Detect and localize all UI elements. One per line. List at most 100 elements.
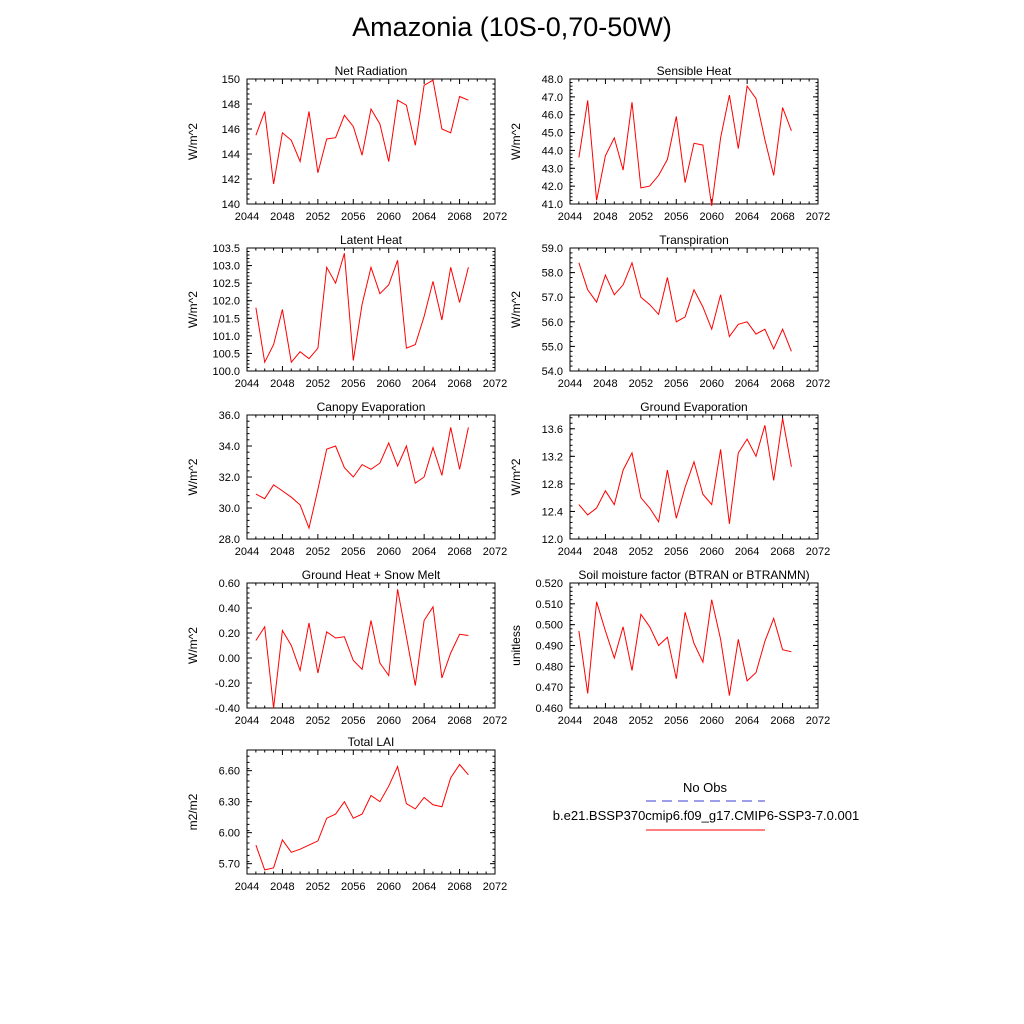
panel-total-lai-xtick-label: 2072 [483, 881, 507, 893]
panel-total-lai-xtick-label: 2056 [341, 881, 365, 893]
panels-layer: Net Radiation W/m^2 2044 2048 2052 2056 2060 20… [186, 64, 830, 893]
panel-transpiration-xtick-label: 2052 [629, 378, 653, 390]
panel-soil-moisture-factor-btran-or-btranmn-ytick-label: 0.520 [535, 578, 563, 590]
panel-ground-heat-snow-melt-series-line [255, 589, 469, 709]
panel-ground-evaporation-ytick-label: 12.4 [542, 506, 563, 518]
panel-ground-heat-snow-melt-xtick-label: 2048 [270, 715, 294, 727]
panel-canopy-evaporation-frame [246, 414, 496, 540]
panel-net-radiation-xtick-label: 2052 [306, 211, 330, 223]
panel-latent-heat-series-line [255, 253, 469, 364]
panel-latent-heat-ytick-label: 102.5 [212, 278, 240, 290]
panel-sensible-heat-ytick-label: 43.0 [542, 163, 563, 175]
panel-ground-evaporation-xtick-label: 2072 [806, 546, 830, 558]
panel-total-lai-xtick-label: 2044 [235, 881, 259, 893]
panel-sensible-heat-xtick-label: 2064 [735, 211, 759, 223]
panel-sensible-heat-ytick-label: 47.0 [542, 92, 563, 104]
panel-latent-heat-ytick-label: 100.5 [212, 348, 240, 360]
panel-latent-heat-xtick-label: 2060 [376, 378, 400, 390]
panel-net-radiation-xtick-label: 2068 [447, 211, 471, 223]
panel-net-radiation: Net Radiation W/m^2 2044 2048 2052 2056 2060 20… [186, 64, 507, 223]
panel-latent-heat-ytick-label: 101.5 [212, 313, 240, 325]
panel-ground-heat-snow-melt-ylabel: W/m^2 [186, 627, 200, 664]
panel-soil-moisture-factor-btran-or-btranmn-ytick-label: 0.500 [535, 620, 563, 632]
panel-net-radiation-series-line [255, 79, 469, 185]
panel-sensible-heat-ytick-label: 42.0 [542, 181, 563, 193]
panel-canopy-evaporation-ytick-label: 32.0 [219, 472, 240, 484]
panel-total-lai-xtick-label: 2052 [306, 881, 330, 893]
panel-latent-heat-ytick-label: 101.0 [212, 331, 240, 343]
panel-ground-evaporation-ytick-label: 12.0 [542, 534, 563, 546]
panel-net-radiation-xtick-label: 2056 [341, 211, 365, 223]
panel-transpiration-xtick-label: 2068 [770, 378, 794, 390]
panel-soil-moisture-factor-btran-or-btranmn-ytick-label: 0.510 [535, 599, 563, 611]
panel-transpiration: Transpiration W/m^2 2044 2048 2052 2056 2060 20… [509, 233, 830, 390]
panel-sensible-heat-ytick-label: 41.0 [542, 199, 563, 211]
panel-latent-heat-ylabel: W/m^2 [186, 291, 200, 328]
panel-total-lai: Total LAI m2/m2 2044 2048 2052 2056 2060 2064 20… [186, 735, 507, 893]
panel-total-lai-xtick-label: 2068 [447, 881, 471, 893]
panel-total-lai-ytick-label: 5.70 [219, 859, 240, 871]
panel-latent-heat-xtick-label: 2056 [341, 378, 365, 390]
panel-ground-evaporation-xtick-label: 2068 [770, 546, 794, 558]
panel-ground-heat-snow-melt-frame [246, 582, 496, 709]
panel-sensible-heat-xtick-label: 2060 [699, 211, 723, 223]
panel-latent-heat-xtick-label: 2044 [235, 378, 259, 390]
panel-latent-heat-title: Latent Heat [340, 233, 403, 247]
panel-ground-evaporation-xtick-label: 2064 [735, 546, 759, 558]
panel-ground-heat-snow-melt-xtick-label: 2044 [235, 715, 259, 727]
panel-total-lai-ytick-label: 6.30 [219, 797, 240, 809]
panel-soil-moisture-factor-btran-or-btranmn-xtick-label: 2060 [699, 715, 723, 727]
panel-ground-heat-snow-melt-ytick-label: 0.60 [219, 578, 240, 590]
panel-transpiration-title: Transpiration [659, 233, 729, 247]
panel-sensible-heat: Sensible Heat W/m^2 2044 2048 2052 2056 2060 20… [509, 64, 830, 223]
panel-transpiration-ytick-label: 57.0 [542, 292, 563, 304]
panel-net-radiation-ytick-label: 140 [222, 199, 240, 211]
panel-ground-evaporation-xtick-label: 2060 [699, 546, 723, 558]
panel-canopy-evaporation-xtick-label: 2064 [412, 546, 436, 558]
panel-canopy-evaporation-xtick-label: 2044 [235, 546, 259, 558]
panel-ground-evaporation-ylabel: W/m^2 [509, 458, 523, 495]
panel-canopy-evaporation-xtick-label: 2060 [376, 546, 400, 558]
panel-transpiration-xtick-label: 2048 [593, 378, 617, 390]
panel-soil-moisture-factor-btran-or-btranmn-xtick-label: 2068 [770, 715, 794, 727]
panel-net-radiation-ylabel: W/m^2 [186, 123, 200, 160]
panel-total-lai-xtick-label: 2064 [412, 881, 436, 893]
panel-ground-heat-snow-melt-xtick-label: 2072 [483, 715, 507, 727]
panel-transpiration-series-line [578, 261, 792, 352]
panel-ground-evaporation: Ground Evaporation W/m^2 2044 2048 2052 2056 2… [509, 400, 830, 558]
panel-ground-evaporation-title: Ground Evaporation [640, 400, 747, 414]
panel-latent-heat-ytick-label: 103.0 [212, 261, 240, 273]
panel-ground-heat-snow-melt-ytick-label: -0.20 [215, 678, 240, 690]
panel-canopy-evaporation-series-line [255, 427, 469, 530]
panel-ground-heat-snow-melt-xtick-label: 2060 [376, 715, 400, 727]
panel-transpiration-ytick-label: 56.0 [542, 317, 563, 329]
panel-total-lai-series-line [255, 763, 469, 871]
panel-canopy-evaporation-xtick-label: 2048 [270, 546, 294, 558]
panel-sensible-heat-ytick-label: 45.0 [542, 128, 563, 140]
panel-net-radiation-xtick-label: 2072 [483, 211, 507, 223]
panel-canopy-evaporation-ytick-label: 28.0 [219, 534, 240, 546]
panel-sensible-heat-ytick-label: 46.0 [542, 110, 563, 122]
panel-latent-heat-ytick-label: 100.0 [212, 366, 240, 378]
panel-canopy-evaporation-ytick-label: 36.0 [219, 410, 240, 422]
panel-ground-heat-snow-melt-ytick-label: -0.40 [215, 703, 240, 715]
panel-transpiration-ytick-label: 58.0 [542, 268, 563, 280]
panel-soil-moisture-factor-btran-or-btranmn-ytick-label: 0.480 [535, 661, 563, 673]
panel-sensible-heat-xtick-label: 2044 [558, 211, 582, 223]
panel-latent-heat-ytick-label: 102.0 [212, 296, 240, 308]
panel-soil-moisture-factor-btran-or-btranmn: Soil moisture factor (BTRAN or BTRANMN) u… [509, 568, 830, 727]
panel-net-radiation-ytick-label: 144 [222, 149, 240, 161]
legend-obs-label: No Obs [683, 780, 728, 795]
panel-net-radiation-ytick-label: 150 [222, 74, 240, 86]
panel-canopy-evaporation-title: Canopy Evaporation [317, 400, 426, 414]
panel-net-radiation-ytick-label: 142 [222, 174, 240, 186]
panel-ground-heat-snow-melt-xtick-label: 2064 [412, 715, 436, 727]
panel-net-radiation-title: Net Radiation [335, 64, 408, 78]
panel-sensible-heat-ytick-label: 48.0 [542, 74, 563, 86]
panel-soil-moisture-factor-btran-or-btranmn-ytick-label: 0.460 [535, 703, 563, 715]
panel-latent-heat-xtick-label: 2064 [412, 378, 436, 390]
panel-net-radiation-xtick-label: 2060 [376, 211, 400, 223]
panel-ground-evaporation-ytick-label: 13.6 [542, 424, 563, 436]
panel-sensible-heat-xtick-label: 2048 [593, 211, 617, 223]
panel-soil-moisture-factor-btran-or-btranmn-xtick-label: 2064 [735, 715, 759, 727]
